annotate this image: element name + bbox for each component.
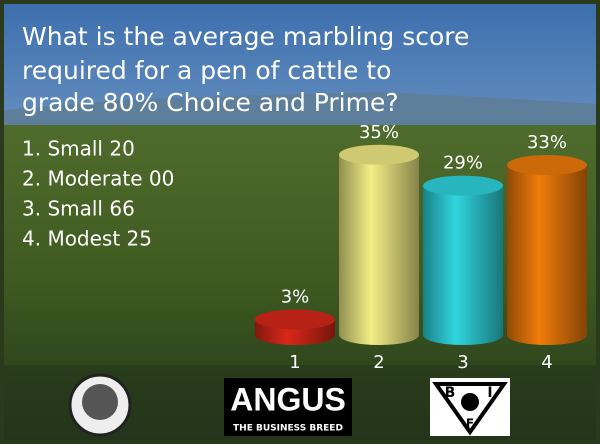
bar-top [255, 309, 335, 330]
bar-top [507, 155, 587, 176]
title-line: What is the average marbling score [22, 22, 469, 51]
angus-logo [224, 378, 352, 436]
bar [423, 185, 503, 345]
x-tick-label: 4 [541, 352, 552, 373]
angus-tagline: THE BUSINESS BREED [233, 424, 343, 434]
answer: 1. Small 20 [22, 137, 135, 161]
title-line: required for a pen of cattle to [22, 56, 391, 85]
bif-letter: I [487, 385, 492, 401]
bif-letter: F [466, 417, 474, 431]
angus-text: ANGUS [230, 381, 346, 417]
answer: 2. Moderate 00 [22, 167, 174, 191]
bif-head [461, 393, 479, 411]
bif-letter: B [445, 385, 456, 401]
bar-top [339, 144, 419, 165]
title-line: grade 80% Choice and Prime? [22, 88, 399, 117]
answer-list: 1. Small 20 2. Moderate 00 3. Small 66 4. M… [22, 137, 174, 251]
title-line: What is the average marbling score requir… [22, 22, 469, 117]
bar [339, 154, 419, 345]
x-tick-label: 1 [289, 352, 300, 373]
chart: 3% 1 35% 2 29% 3 33% 4 [255, 122, 587, 373]
value-label: 3% [281, 287, 310, 308]
logos: ANGUS THE BUSINESS BREED B I F [68, 373, 510, 437]
value-label: 33% [527, 132, 567, 153]
answer: 3. Small 66 [22, 197, 135, 221]
value-label: 29% [443, 153, 483, 174]
x-tick-label: 2 [373, 352, 384, 373]
mountains [4, 92, 596, 130]
bar-top [423, 175, 503, 196]
x-tick-label: 3 [457, 352, 468, 373]
value-label: 35% [359, 122, 399, 143]
bar [507, 165, 587, 345]
answer: 4. Modest 25 [22, 227, 152, 251]
bif-emblem-center [82, 384, 118, 420]
bif-triangle [432, 382, 508, 436]
